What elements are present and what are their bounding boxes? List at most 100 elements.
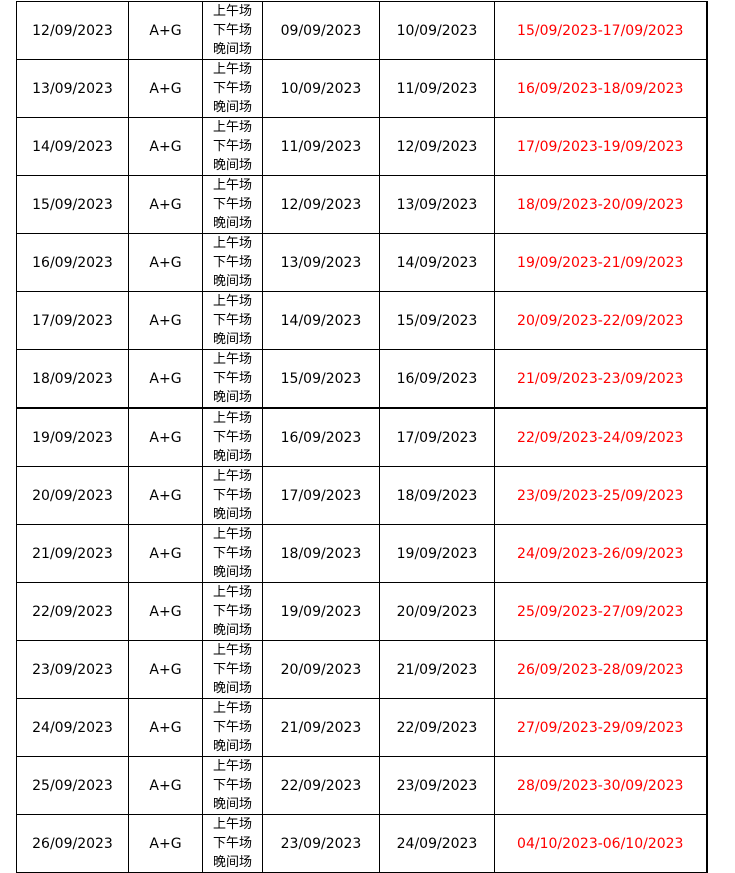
date-2-cell: 17/09/2023 <box>379 407 495 467</box>
session-label: 上午场 <box>212 701 252 716</box>
session-label: 下午场 <box>212 81 252 96</box>
session-label: 晚间场 <box>212 332 252 347</box>
session-label: 上午场 <box>212 236 252 251</box>
session-label: 下午场 <box>212 430 252 445</box>
session-label: 下午场 <box>212 488 252 503</box>
table-row: 14/09/2023 A+G 上午场 下午场 晚间场 11/09/2023 12/09/20… <box>16 117 707 176</box>
date-cell: 14/09/2023 <box>16 117 129 176</box>
type-cell: A+G <box>128 698 203 757</box>
session-label: 晚间场 <box>212 390 252 405</box>
session-label: 晚间场 <box>212 623 252 638</box>
session-label: 下午场 <box>212 255 252 270</box>
table-row: 15/09/2023 A+G 上午场 下午场 晚间场 12/09/2023 13/09/20… <box>16 175 707 234</box>
session-label: 晚间场 <box>212 100 252 115</box>
sessions-cell: 上午场 下午场 晚间场 <box>202 524 263 583</box>
date-1-cell: 15/09/2023 <box>262 349 380 409</box>
session-label: 上午场 <box>212 294 252 309</box>
type-cell: A+G <box>128 1 203 60</box>
date-cell: 25/09/2023 <box>16 756 129 815</box>
session-label: 下午场 <box>212 23 252 38</box>
date-2-cell: 11/09/2023 <box>379 59 495 118</box>
table-row: 17/09/2023 A+G 上午场 下午场 晚间场 14/09/2023 15/09/20… <box>16 291 707 350</box>
type-cell: A+G <box>128 524 203 583</box>
date-1-cell: 17/09/2023 <box>262 466 380 525</box>
type-cell: A+G <box>128 117 203 176</box>
sessions-cell: 上午场 下午场 晚间场 <box>202 175 263 234</box>
date-1-cell: 13/09/2023 <box>262 233 380 292</box>
sessions-cell: 上午场 下午场 晚间场 <box>202 756 263 815</box>
date-range-cell: 27/09/2023-29/09/2023 <box>494 698 707 757</box>
session-label: 下午场 <box>212 313 252 328</box>
session-label: 上午场 <box>212 585 252 600</box>
date-cell: 13/09/2023 <box>16 59 129 118</box>
date-2-cell: 23/09/2023 <box>379 756 495 815</box>
table-row: 19/09/2023 A+G 上午场 下午场 晚间场 16/09/2023 17/09/20… <box>16 407 707 467</box>
date-2-cell: 14/09/2023 <box>379 233 495 292</box>
date-cell: 17/09/2023 <box>16 291 129 350</box>
date-1-cell: 22/09/2023 <box>262 756 380 815</box>
date-1-cell: 12/09/2023 <box>262 175 380 234</box>
session-label: 下午场 <box>212 139 252 154</box>
session-label: 上午场 <box>212 352 252 367</box>
date-range-cell: 23/09/2023-25/09/2023 <box>494 466 707 525</box>
session-label: 下午场 <box>212 371 252 386</box>
date-2-cell: 20/09/2023 <box>379 582 495 641</box>
session-label: 上午场 <box>212 4 252 19</box>
date-2-cell: 12/09/2023 <box>379 117 495 176</box>
session-label: 晚间场 <box>212 507 252 522</box>
date-range-cell: 18/09/2023-20/09/2023 <box>494 175 707 234</box>
date-range-cell: 04/10/2023-06/10/2023 <box>494 814 707 873</box>
date-2-cell: 16/09/2023 <box>379 349 495 409</box>
table-row: 26/09/2023 A+G 上午场 下午场 晚间场 23/09/2023 24/09/20… <box>16 814 707 873</box>
type-cell: A+G <box>128 233 203 292</box>
session-label: 下午场 <box>212 546 252 561</box>
date-range-cell: 15/09/2023-17/09/2023 <box>494 1 707 60</box>
sessions-cell: 上午场 下午场 晚间场 <box>202 582 263 641</box>
session-label: 上午场 <box>212 120 252 135</box>
table-row: 20/09/2023 A+G 上午场 下午场 晚间场 17/09/2023 18/09/20… <box>16 466 707 525</box>
date-1-cell: 18/09/2023 <box>262 524 380 583</box>
table-row: 13/09/2023 A+G 上午场 下午场 晚间场 10/09/2023 11/09/20… <box>16 59 707 118</box>
session-label: 上午场 <box>212 817 252 832</box>
session-label: 上午场 <box>212 469 252 484</box>
table-row: 21/09/2023 A+G 上午场 下午场 晚间场 18/09/2023 19/09/20… <box>16 524 707 583</box>
session-label: 晚间场 <box>212 855 252 870</box>
date-1-cell: 11/09/2023 <box>262 117 380 176</box>
session-label: 下午场 <box>212 778 252 793</box>
session-label: 下午场 <box>212 662 252 677</box>
sessions-cell: 上午场 下午场 晚间场 <box>202 640 263 699</box>
session-label: 晚间场 <box>212 797 252 812</box>
session-label: 上午场 <box>212 527 252 542</box>
date-2-cell: 19/09/2023 <box>379 524 495 583</box>
date-cell: 24/09/2023 <box>16 698 129 757</box>
date-1-cell: 14/09/2023 <box>262 291 380 350</box>
date-2-cell: 15/09/2023 <box>379 291 495 350</box>
date-cell: 18/09/2023 <box>16 349 129 409</box>
date-2-cell: 10/09/2023 <box>379 1 495 60</box>
date-range-cell: 24/09/2023-26/09/2023 <box>494 524 707 583</box>
date-1-cell: 21/09/2023 <box>262 698 380 757</box>
session-label: 晚间场 <box>212 681 252 696</box>
date-range-cell: 17/09/2023-19/09/2023 <box>494 117 707 176</box>
session-label: 上午场 <box>212 178 252 193</box>
type-cell: A+G <box>128 466 203 525</box>
session-label: 晚间场 <box>212 565 252 580</box>
date-2-cell: 24/09/2023 <box>379 814 495 873</box>
schedule-table-body: 12/09/2023 A+G 上午场 下午场 晚间场 09/09/2023 10/09/20… <box>16 1 707 873</box>
session-label: 上午场 <box>212 759 252 774</box>
session-label: 晚间场 <box>212 158 252 173</box>
date-range-cell: 26/09/2023-28/09/2023 <box>494 640 707 699</box>
table-row: 12/09/2023 A+G 上午场 下午场 晚间场 09/09/2023 10/09/20… <box>16 1 707 60</box>
sessions-cell: 上午场 下午场 晚间场 <box>202 1 263 60</box>
date-1-cell: 09/09/2023 <box>262 1 380 60</box>
sessions-cell: 上午场 下午场 晚间场 <box>202 349 263 409</box>
sessions-cell: 上午场 下午场 晚间场 <box>202 117 263 176</box>
type-cell: A+G <box>128 640 203 699</box>
date-range-cell: 19/09/2023-21/09/2023 <box>494 233 707 292</box>
type-cell: A+G <box>128 582 203 641</box>
session-label: 晚间场 <box>212 216 252 231</box>
date-cell: 20/09/2023 <box>16 466 129 525</box>
date-range-cell: 20/09/2023-22/09/2023 <box>494 291 707 350</box>
type-cell: A+G <box>128 59 203 118</box>
table-row: 25/09/2023 A+G 上午场 下午场 晚间场 22/09/2023 23/09/20… <box>16 756 707 815</box>
